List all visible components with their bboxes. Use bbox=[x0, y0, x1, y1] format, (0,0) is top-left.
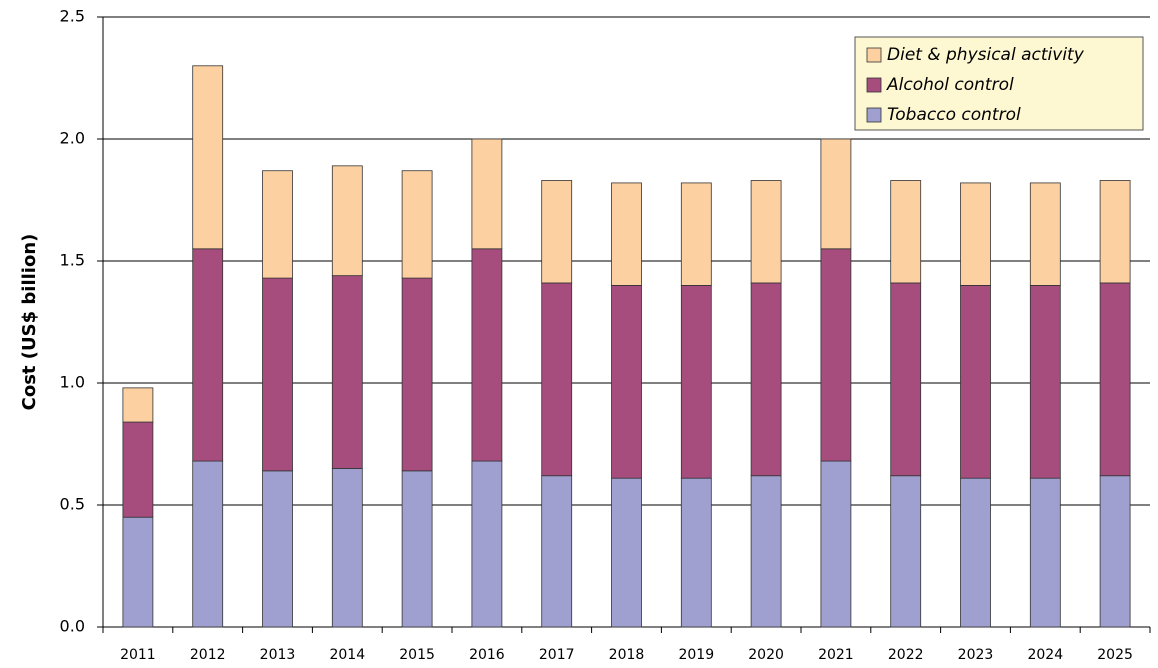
bar-segment bbox=[1099, 475, 1131, 628]
bar-segment bbox=[1099, 180, 1131, 284]
bar-segment bbox=[820, 460, 852, 628]
bar-segment bbox=[541, 180, 573, 284]
legend-label: Tobacco control bbox=[887, 105, 1021, 125]
bar-segment bbox=[680, 477, 712, 628]
y-tick-label: 1.5 bbox=[60, 251, 85, 270]
x-tick-label: 2019 bbox=[678, 647, 714, 663]
bar-segment bbox=[611, 284, 642, 479]
bar-segment bbox=[471, 460, 503, 628]
legend-label: Alcohol control bbox=[886, 75, 1014, 95]
x-tick-label: 2013 bbox=[260, 647, 296, 663]
bar-segment bbox=[1099, 282, 1131, 477]
y-tick-label: 2.5 bbox=[60, 7, 85, 26]
x-tick-label: 2011 bbox=[120, 647, 156, 663]
bar-segment bbox=[1029, 182, 1061, 286]
bar-segment bbox=[680, 182, 712, 286]
x-tick-label: 2024 bbox=[1027, 647, 1063, 663]
legend-swatch bbox=[866, 107, 882, 123]
y-tick-label: 1.0 bbox=[60, 373, 85, 392]
bar-segment bbox=[471, 138, 503, 250]
bar-segment bbox=[262, 277, 293, 472]
x-tick-label: 2020 bbox=[748, 647, 784, 663]
bar-segment bbox=[262, 170, 293, 279]
bar-segment bbox=[611, 182, 642, 286]
x-tick-label: 2025 bbox=[1097, 647, 1133, 663]
x-tick-label: 2023 bbox=[958, 647, 994, 663]
x-tick-label: 2016 bbox=[469, 647, 505, 663]
bar-segment bbox=[680, 284, 712, 479]
bar-segment bbox=[541, 282, 573, 477]
bar-segment bbox=[820, 248, 852, 462]
bar-segment bbox=[122, 387, 154, 423]
bar-segment bbox=[401, 170, 433, 279]
x-tick-label: 2017 bbox=[539, 647, 575, 663]
x-tick-label: 2012 bbox=[190, 647, 226, 663]
bar-segment bbox=[331, 165, 363, 277]
bar-segment bbox=[960, 182, 991, 286]
y-tick-label: 2.0 bbox=[60, 129, 85, 148]
bar-segment bbox=[750, 282, 782, 477]
bar-segment bbox=[192, 248, 224, 462]
x-tick-label: 2018 bbox=[609, 647, 645, 663]
bar-segment bbox=[820, 138, 852, 250]
bar-segment bbox=[122, 421, 154, 518]
bar-segment bbox=[331, 275, 363, 469]
bar-segment bbox=[331, 467, 363, 628]
x-tick-label: 2014 bbox=[329, 647, 365, 663]
bar-segment bbox=[890, 180, 922, 284]
legend-box bbox=[854, 36, 1144, 131]
bar-segment bbox=[750, 475, 782, 628]
bar-segment bbox=[890, 475, 922, 628]
x-tick-label: 2022 bbox=[888, 647, 924, 663]
bar-segment bbox=[960, 477, 991, 628]
bar-segment bbox=[471, 248, 503, 462]
bar-segment bbox=[960, 284, 991, 479]
y-tick-label: 0.5 bbox=[60, 495, 85, 514]
y-tick-label: 0.0 bbox=[60, 617, 85, 636]
x-tick-label: 2015 bbox=[399, 647, 435, 663]
legend-label: Diet & physical activity bbox=[887, 45, 1085, 65]
bar-segment bbox=[122, 516, 154, 628]
bar-segment bbox=[192, 65, 224, 250]
legend-swatch bbox=[866, 47, 882, 63]
y-axis-label: Cost (US$ billion) bbox=[19, 234, 40, 411]
bar-segment bbox=[890, 282, 922, 477]
x-tick-label: 2021 bbox=[818, 647, 854, 663]
legend-swatch bbox=[866, 77, 882, 93]
bar-segment bbox=[192, 460, 224, 628]
bar-segment bbox=[1029, 284, 1061, 479]
bar-segment bbox=[401, 277, 433, 472]
bar-segment bbox=[611, 477, 642, 628]
bar-segment bbox=[1029, 477, 1061, 628]
bar-segment bbox=[750, 180, 782, 284]
bar-segment bbox=[541, 475, 573, 628]
bar-segment bbox=[401, 470, 433, 628]
bar-segment bbox=[262, 470, 293, 628]
